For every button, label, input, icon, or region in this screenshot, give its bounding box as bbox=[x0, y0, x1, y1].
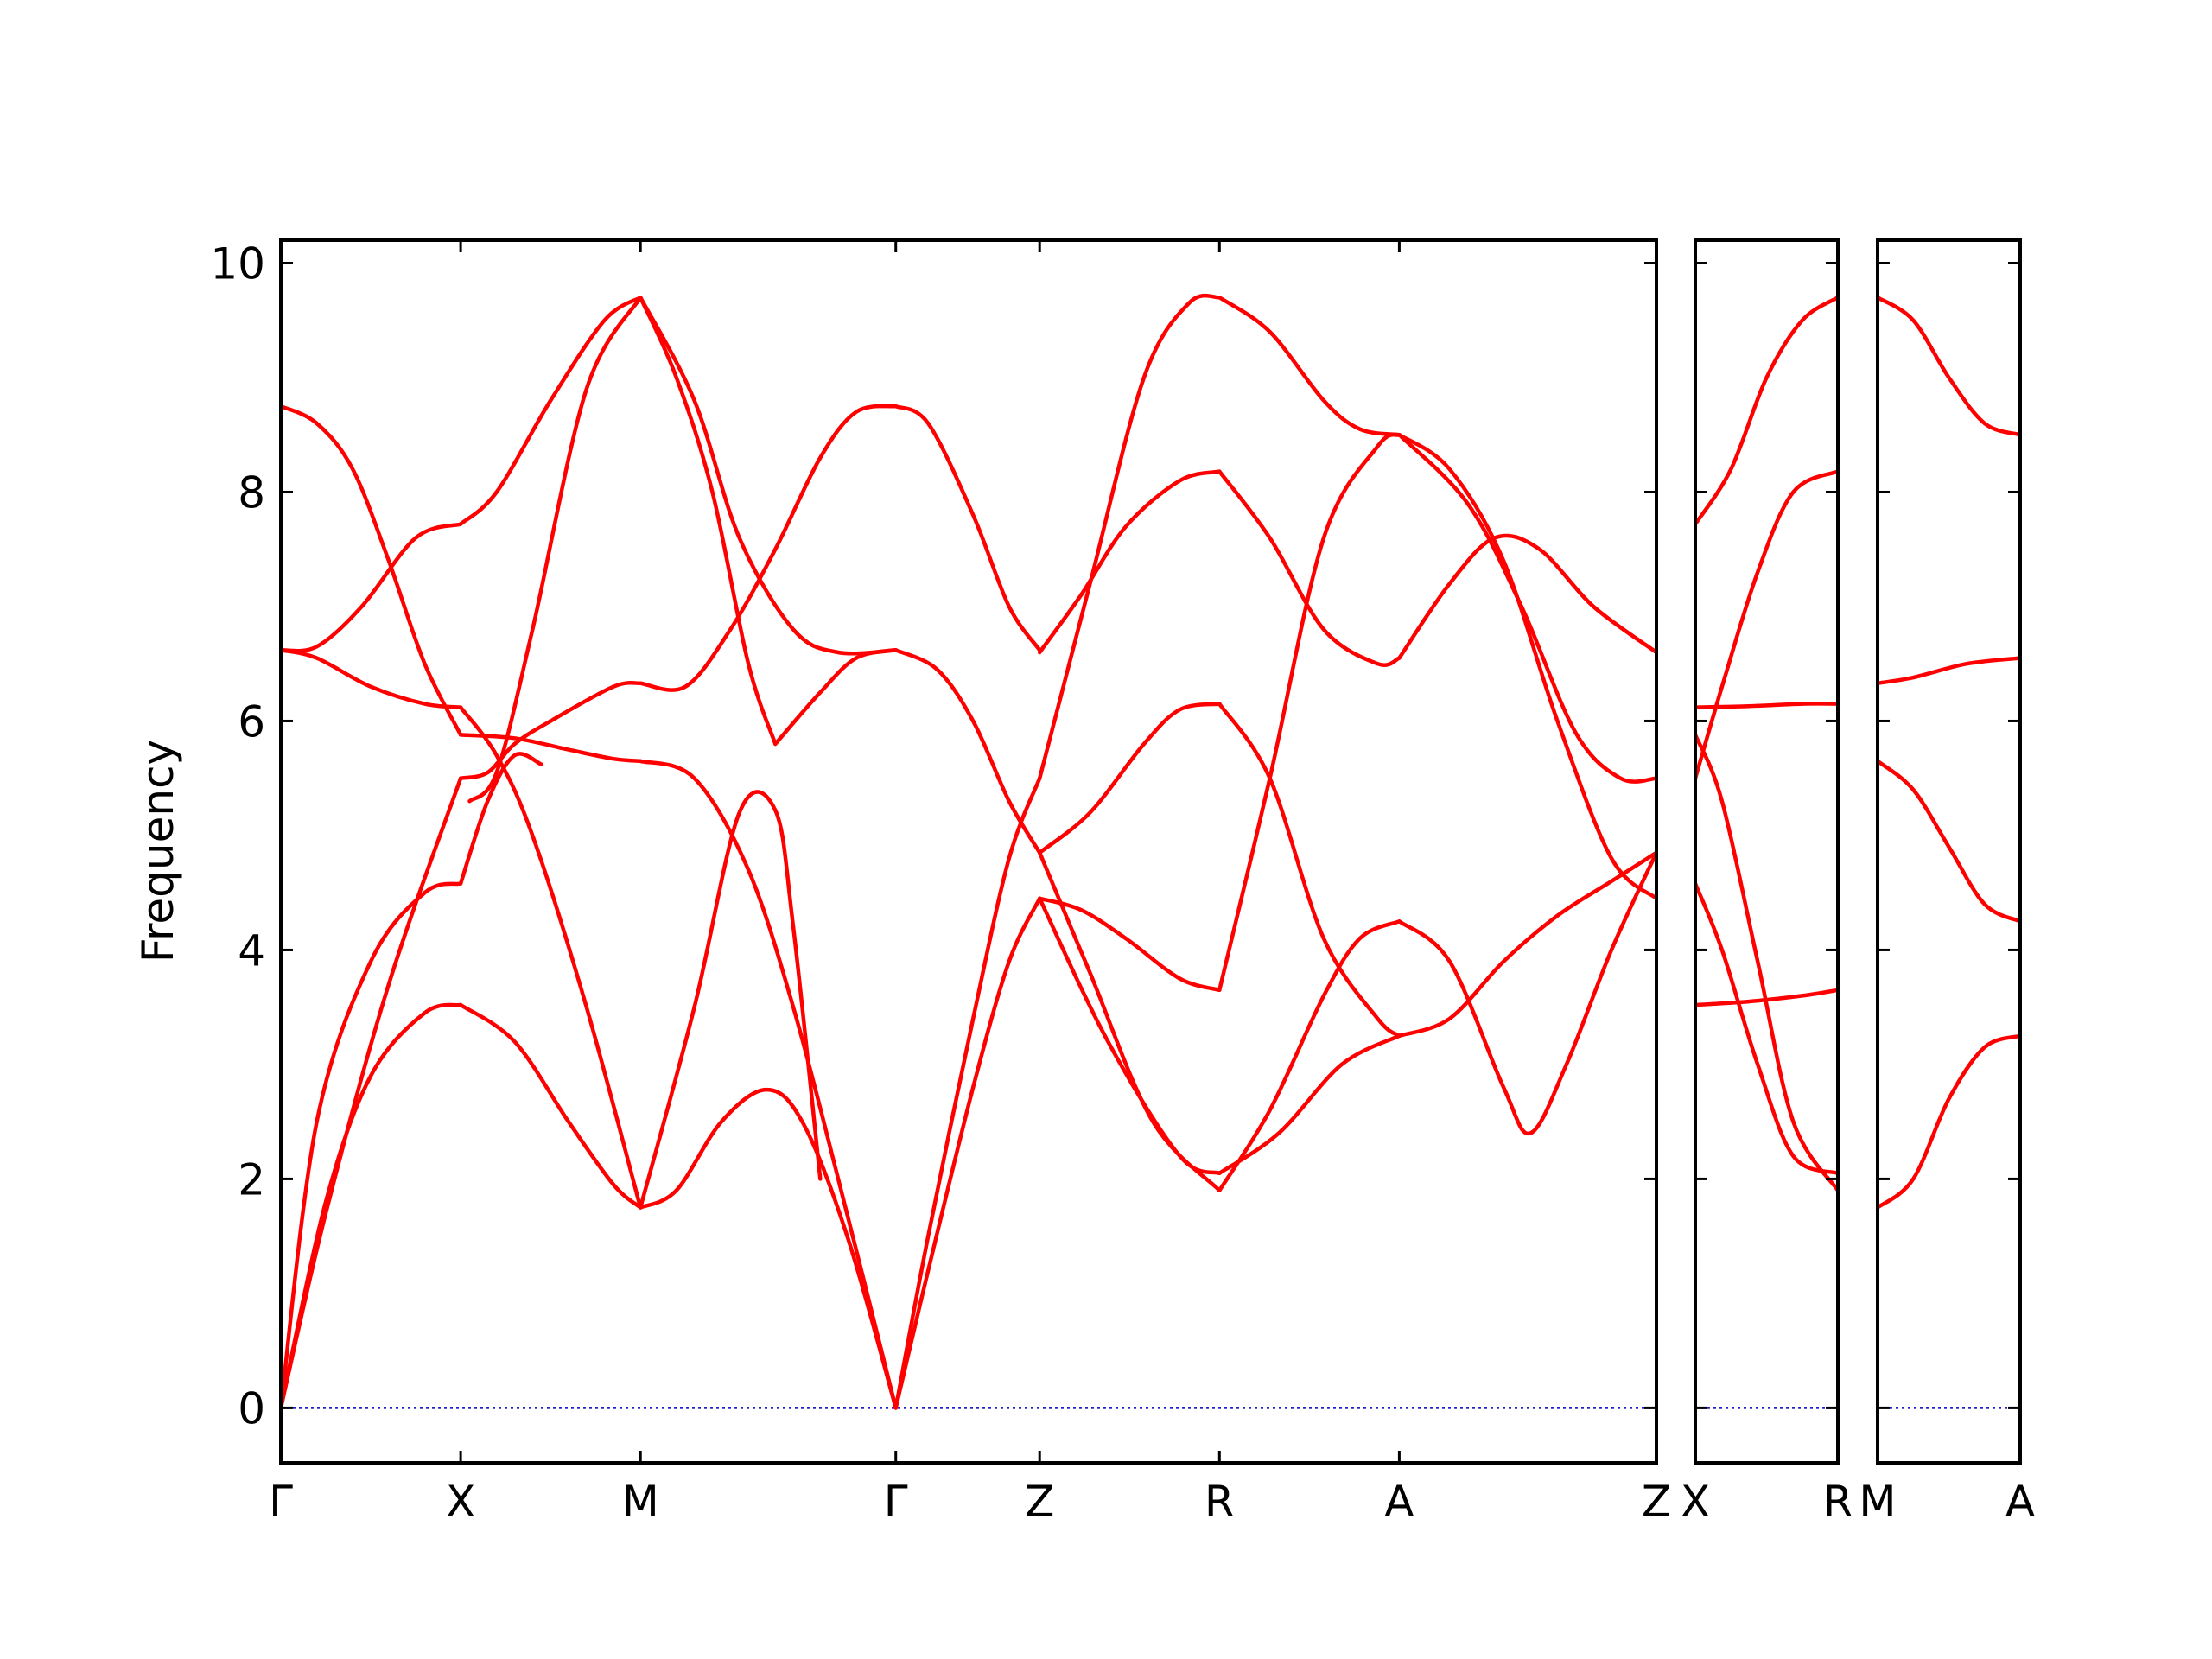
band-segment-2-6 bbox=[1695, 988, 1838, 1007]
band-segment-1-11 bbox=[638, 759, 898, 1410]
band-segment-1-35 bbox=[893, 404, 1042, 652]
x-tick-label: Γ bbox=[884, 1477, 908, 1527]
x-tick-label: Γ bbox=[269, 1477, 293, 1527]
bands-panel-1 bbox=[281, 293, 1656, 1410]
band-segment-1-28 bbox=[893, 648, 1042, 855]
band-segment-1-26 bbox=[1217, 432, 1402, 993]
band-segment-1-39 bbox=[1217, 919, 1402, 1192]
band-segment-1-31 bbox=[1397, 850, 1656, 1039]
band-segment-1-23 bbox=[1217, 295, 1402, 437]
bands-panel-3 bbox=[1878, 295, 2020, 1210]
bands-panel-2 bbox=[1695, 295, 1838, 1192]
band-segment-1-10 bbox=[458, 733, 643, 764]
x-tick-label: R bbox=[1205, 1477, 1235, 1527]
band-segment-1-37 bbox=[1217, 1033, 1402, 1176]
panel-1: Γ X M Γ Z R A Z 0 2 4 6 8 10 bbox=[210, 238, 1671, 1527]
band-segment-1-33 bbox=[1217, 469, 1402, 667]
band-segment-1-12 bbox=[281, 648, 463, 709]
band-segment-1-6 bbox=[281, 776, 463, 1410]
y-tick-label: 4 bbox=[238, 925, 265, 976]
band-segment-1-8 bbox=[638, 404, 898, 692]
x-tick-label: A bbox=[1384, 1477, 1414, 1527]
band-segment-1-22 bbox=[1037, 293, 1222, 780]
band-segment-1-25 bbox=[1037, 896, 1222, 993]
y-axis-label: Frequency bbox=[133, 740, 183, 963]
band-segment-1-21 bbox=[893, 776, 1042, 1410]
band-segment-1-5 bbox=[458, 752, 544, 886]
band-segment-1-40 bbox=[1397, 850, 1656, 1136]
band-segment-3-3 bbox=[1878, 759, 2020, 924]
plot-frame-panel-3 bbox=[1876, 238, 2022, 1465]
band-segment-1-16 bbox=[458, 295, 643, 526]
band-segment-2-2 bbox=[1695, 469, 1838, 780]
band-segment-1-41 bbox=[1397, 432, 1656, 784]
band-segment-1-3 bbox=[638, 1087, 898, 1410]
y-tick-label: 10 bbox=[210, 238, 265, 289]
band-segment-1-19 bbox=[638, 295, 778, 747]
band-segment-1-34 bbox=[1397, 533, 1656, 660]
band-segment-1-2 bbox=[458, 1002, 643, 1210]
y-tick-label: 2 bbox=[238, 1154, 265, 1205]
y-tick-label: 8 bbox=[238, 467, 265, 518]
x-tick-label: M bbox=[622, 1477, 659, 1527]
x-tick-label: A bbox=[2005, 1477, 2035, 1527]
band-segment-1-4 bbox=[281, 881, 463, 1410]
plot-frame-panel-2 bbox=[1694, 238, 1840, 1465]
band-segment-1-14 bbox=[638, 790, 823, 1210]
x-tick-label: M bbox=[1859, 1477, 1896, 1527]
band-segment-1-13 bbox=[458, 705, 643, 1210]
band-segment-3-4 bbox=[1878, 1033, 2020, 1210]
y-tick-label: 0 bbox=[238, 1383, 265, 1433]
band-segment-2-1 bbox=[1695, 295, 1838, 526]
band-segment-1-24 bbox=[893, 896, 1042, 1410]
band-segment-1-1 bbox=[281, 1002, 463, 1410]
band-segment-2-4 bbox=[1695, 733, 1838, 1192]
band-segment-1-17 bbox=[638, 295, 898, 656]
band-segment-1-15 bbox=[281, 522, 463, 653]
plot-frame-panel-1 bbox=[279, 238, 1658, 1465]
band-segment-2-5 bbox=[1695, 881, 1838, 1176]
band-segment-1-7 bbox=[458, 680, 643, 780]
band-segment-1-27 bbox=[1397, 432, 1656, 901]
y-tick-label: 6 bbox=[238, 696, 265, 747]
band-segment-1-38 bbox=[1037, 850, 1222, 1192]
x-tick-label: X bbox=[446, 1477, 475, 1527]
band-segment-1-20 bbox=[773, 648, 898, 747]
band-segment-1-29 bbox=[1037, 702, 1222, 855]
band-segment-1-18 bbox=[467, 295, 643, 804]
band-segment-1-9 bbox=[281, 404, 463, 737]
band-segment-3-1 bbox=[1878, 295, 2020, 437]
x-tick-label: Z bbox=[1025, 1477, 1054, 1527]
band-segment-1-32 bbox=[1037, 469, 1222, 655]
band-segment-3-2 bbox=[1878, 656, 2020, 685]
band-segment-1-30 bbox=[1217, 702, 1402, 1039]
x-tick-label: X bbox=[1681, 1477, 1710, 1527]
x-tick-label: R bbox=[1823, 1477, 1853, 1527]
band-segment-2-3 bbox=[1695, 702, 1838, 709]
x-tick-label: Z bbox=[1642, 1477, 1671, 1527]
